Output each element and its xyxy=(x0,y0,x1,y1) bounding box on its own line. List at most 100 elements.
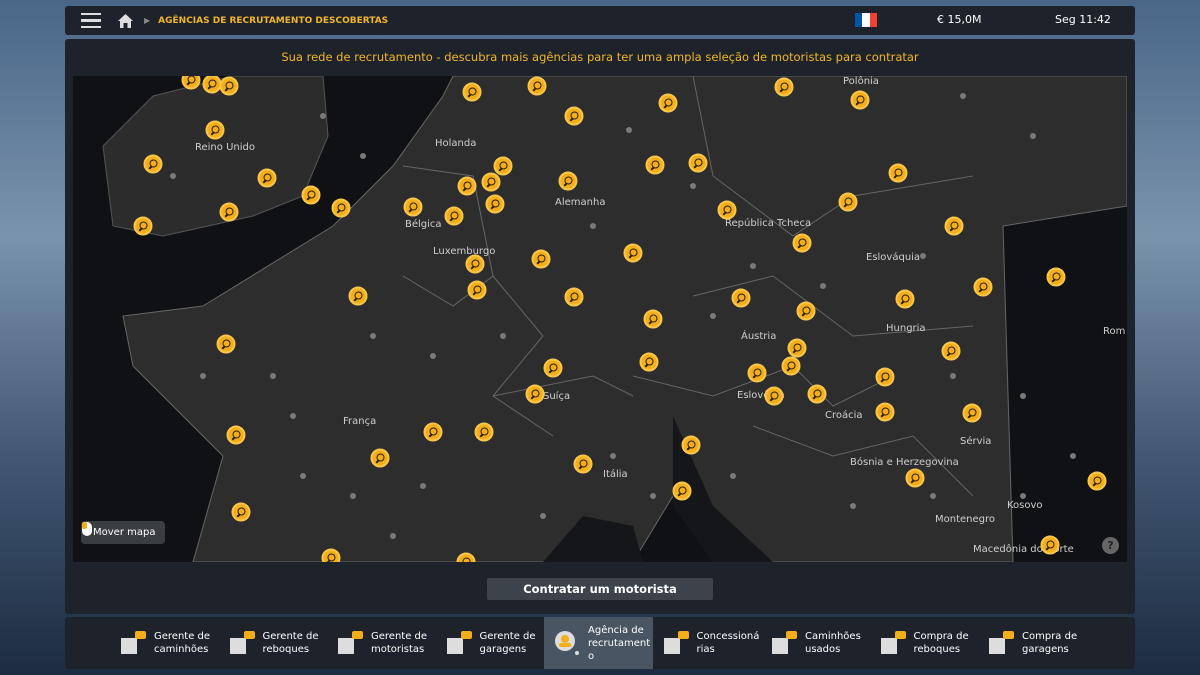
recruitment-agency-marker[interactable] xyxy=(747,363,767,383)
recruitment-agency-marker[interactable] xyxy=(543,358,563,378)
recruitment-agency-marker[interactable] xyxy=(944,216,964,236)
help-button[interactable]: ? xyxy=(1102,537,1119,554)
home-icon[interactable] xyxy=(117,13,134,29)
nav-tab-1[interactable]: Gerente de reboques xyxy=(219,617,328,669)
recruitment-agency-marker[interactable] xyxy=(527,76,547,96)
nav-tab-6[interactable]: Caminhões usados xyxy=(761,617,870,669)
recruitment-agency-marker[interactable] xyxy=(838,192,858,212)
recruitment-agency-marker[interactable] xyxy=(639,352,659,372)
recruitment-agency-marker[interactable] xyxy=(796,301,816,321)
nav-tab-8[interactable]: Compra de garagens xyxy=(978,617,1087,669)
recruitment-agency-marker[interactable] xyxy=(143,154,163,174)
recruitment-agency-marker[interactable] xyxy=(456,552,476,562)
recruitment-agency-marker[interactable] xyxy=(764,386,784,406)
city-dot xyxy=(610,453,616,459)
recruitment-agency-marker[interactable] xyxy=(205,120,225,140)
recruitment-agency-marker[interactable] xyxy=(564,106,584,126)
recruitment-agency-marker[interactable] xyxy=(1040,535,1060,555)
recruitment-agency-marker[interactable] xyxy=(403,197,423,217)
recruitment-agency-marker[interactable] xyxy=(444,206,464,226)
nav-tab-3[interactable]: Gerente de garagens xyxy=(436,617,545,669)
recruitment-agency-marker[interactable] xyxy=(643,309,663,329)
recruitment-agency-marker[interactable] xyxy=(485,194,505,214)
recruitment-agency-marker[interactable] xyxy=(467,280,487,300)
recruitment-agency-marker[interactable] xyxy=(895,289,915,309)
recruitment-agency-marker[interactable] xyxy=(875,402,895,422)
recruitment-agency-marker[interactable] xyxy=(226,425,246,445)
recruitment-agency-marker[interactable] xyxy=(941,341,961,361)
menu-icon[interactable] xyxy=(81,12,101,29)
recruitment-agency-marker[interactable] xyxy=(370,448,390,468)
recruitment-agency-marker[interactable] xyxy=(531,249,551,269)
nav-tab-7[interactable]: Compra de reboques xyxy=(870,617,979,669)
recruitment-agency-marker[interactable] xyxy=(564,287,584,307)
recruitment-agency-marker[interactable] xyxy=(774,77,794,97)
recruitment-agency-marker[interactable] xyxy=(905,468,925,488)
recruitment-agency-marker[interactable] xyxy=(792,233,812,253)
recruitment-agency-marker[interactable] xyxy=(457,176,477,196)
bottom-navigation: Gerente de caminhões Gerente de reboques G… xyxy=(65,617,1135,669)
recruitment-agency-marker[interactable] xyxy=(462,82,482,102)
recruitment-agency-marker[interactable] xyxy=(321,548,341,562)
recruitment-agency-marker[interactable] xyxy=(658,93,678,113)
recruitment-agency-marker[interactable] xyxy=(474,422,494,442)
recruitment-agency-marker[interactable] xyxy=(301,185,321,205)
recruitment-agency-marker[interactable] xyxy=(688,153,708,173)
recruitment-agency-marker[interactable] xyxy=(573,454,593,474)
recruitment-agency-marker[interactable] xyxy=(257,168,277,188)
recruitment-agency-marker[interactable] xyxy=(231,502,251,522)
recruitment-agency-marker[interactable] xyxy=(331,198,351,218)
recruitment-agency-marker[interactable] xyxy=(681,435,701,455)
recruitment-agency-marker[interactable] xyxy=(133,216,153,236)
city-dot xyxy=(690,183,696,189)
recruitment-agency-marker[interactable] xyxy=(888,163,908,183)
nav-tab-label: Compra de garagens xyxy=(1022,631,1078,655)
recruitment-agency-marker[interactable] xyxy=(481,172,501,192)
recruitment-agency-marker[interactable] xyxy=(219,76,239,96)
flag-icon[interactable] xyxy=(855,13,877,27)
trailer-card-icon xyxy=(878,628,908,658)
country-label: França xyxy=(343,416,377,427)
nav-tab-4[interactable]: Agência de recrutamento xyxy=(544,617,653,669)
map[interactable]: Mover mapa ? Reino Unido Holanda Bélgica Lu… xyxy=(73,76,1127,562)
recruitment-agency-marker[interactable] xyxy=(875,367,895,387)
city-dot xyxy=(430,353,436,359)
recruitment-agency-marker[interactable] xyxy=(1087,471,1107,491)
city-dot xyxy=(626,127,632,133)
recruitment-agency-marker[interactable] xyxy=(558,171,578,191)
recruitment-agency-marker[interactable] xyxy=(731,288,751,308)
city-dot xyxy=(1020,393,1026,399)
recruitment-agency-marker[interactable] xyxy=(219,202,239,222)
recruitment-agency-marker[interactable] xyxy=(672,481,692,501)
city-dot xyxy=(820,283,826,289)
nav-tab-0[interactable]: Gerente de caminhões xyxy=(110,617,219,669)
recruitment-agency-marker[interactable] xyxy=(525,384,545,404)
recruitment-agency-marker[interactable] xyxy=(1046,267,1066,287)
city-dot xyxy=(730,473,736,479)
recruitment-agency-marker[interactable] xyxy=(645,155,665,175)
nav-tab-2[interactable]: Gerente de motoristas xyxy=(327,617,436,669)
country-label: Sérvia xyxy=(960,436,992,447)
recruitment-agency-marker[interactable] xyxy=(807,384,827,404)
recruitment-agency-marker[interactable] xyxy=(181,76,201,90)
recruitment-agency-marker[interactable] xyxy=(202,76,222,94)
recruitment-agency-marker[interactable] xyxy=(465,254,485,274)
recruitment-agency-marker[interactable] xyxy=(781,356,801,376)
recruitment-agency-marker[interactable] xyxy=(787,338,807,358)
city-dot xyxy=(300,473,306,479)
recruitment-agency-marker[interactable] xyxy=(423,422,443,442)
nav-tab-5[interactable]: Concessionárias xyxy=(653,617,762,669)
move-map-label: Mover mapa xyxy=(93,527,156,538)
recruitment-agency-marker[interactable] xyxy=(493,156,513,176)
country-label: Kosovo xyxy=(1007,500,1043,511)
recruitment-agency-marker[interactable] xyxy=(850,90,870,110)
game-time: Seg 11:42 xyxy=(1055,13,1111,26)
recruitment-agency-marker[interactable] xyxy=(216,334,236,354)
recruitment-agency-marker[interactable] xyxy=(623,243,643,263)
hire-driver-button[interactable]: Contratar um motorista xyxy=(487,578,713,600)
move-map-button[interactable]: Mover mapa xyxy=(81,521,166,544)
recruitment-agency-marker[interactable] xyxy=(717,200,737,220)
recruitment-agency-marker[interactable] xyxy=(962,403,982,423)
recruitment-agency-marker[interactable] xyxy=(348,286,368,306)
recruitment-agency-marker[interactable] xyxy=(973,277,993,297)
